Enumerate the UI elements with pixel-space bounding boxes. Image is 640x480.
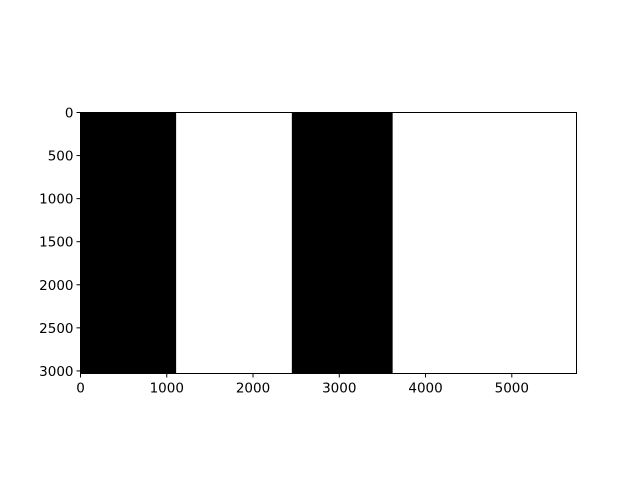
image-band-white-1 [176,112,292,374]
x-tick-label: 1000 [150,381,184,397]
y-tick-label: 0 [65,106,74,122]
image-band-white-3 [392,112,577,374]
x-tick-label: 2000 [236,381,270,397]
image-band-black-2 [291,112,393,374]
x-tick-label: 5000 [495,381,529,397]
x-tick-label: 3000 [322,381,356,397]
y-tick-label: 1500 [39,235,73,251]
image-band-black-0 [80,112,177,374]
image-bands [80,112,577,374]
y-tick-label: 2000 [39,278,73,294]
x-axis: 0 1000 2000 3000 4000 5000 [76,373,529,397]
x-tick-label: 4000 [408,381,442,397]
y-tick-label: 3000 [39,364,73,380]
y-tick-label: 500 [48,149,74,165]
x-tick-label: 0 [76,381,85,397]
axes-frame [80,112,577,374]
y-axis: 0 500 1000 1500 2000 2500 3000 [39,106,81,380]
y-tick-label: 2500 [39,321,73,337]
y-tick-label: 1000 [39,192,73,208]
